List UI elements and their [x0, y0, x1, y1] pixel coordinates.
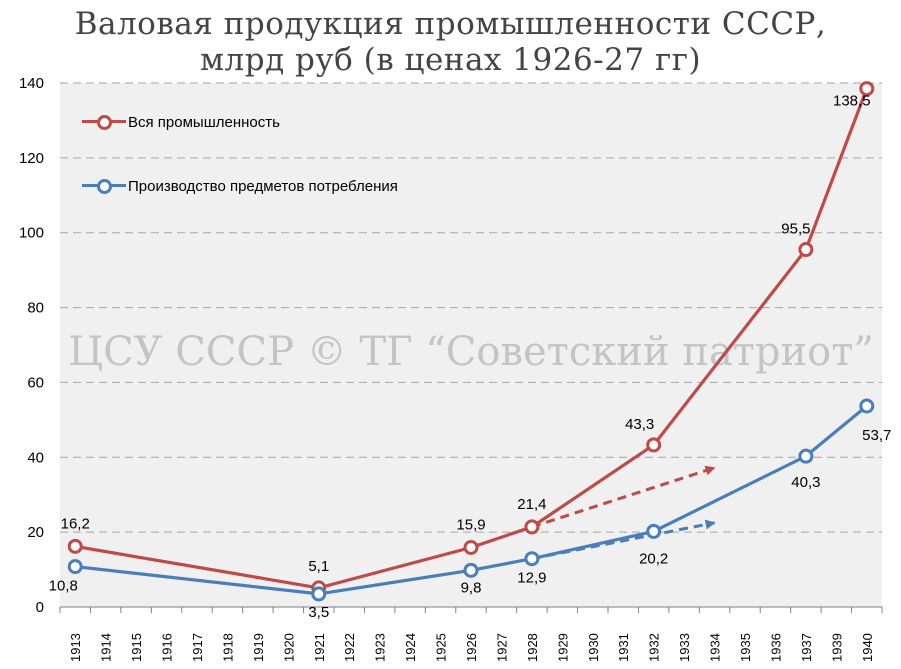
x-tick-label: 1935	[738, 633, 753, 662]
x-tick-label: 1940	[860, 633, 875, 662]
data-label: 10,8	[49, 578, 78, 595]
chart-title-line-1: Валовая продукция промышленности СССР,	[74, 6, 827, 42]
data-labels: 16,2 5,1 15,9 21,4 43,3 95,5 138,5 10,8 3,5 9,8 12…	[49, 93, 892, 621]
data-label: 16,2	[61, 515, 90, 532]
data-label: 40,3	[791, 474, 820, 491]
x-tick-label: 1921	[312, 633, 327, 662]
legend-item-all-industry: Вся промышленность	[82, 112, 280, 132]
data-label: 95,5	[781, 221, 810, 238]
plot-area	[60, 83, 882, 607]
y-tick-label: 120	[19, 150, 44, 167]
data-point[interactable]	[859, 81, 875, 97]
data-point[interactable]	[646, 523, 662, 539]
x-tick-label: 1931	[616, 633, 631, 662]
data-point[interactable]	[859, 398, 875, 414]
series-layer	[67, 81, 875, 602]
x-tick-label: 1923	[373, 633, 388, 662]
trend-arrow	[531, 465, 716, 529]
x-tick-label: 1927	[494, 633, 509, 662]
x-tick-label: 1934	[708, 633, 723, 662]
x-tick-label: 1918	[220, 633, 235, 662]
data-point[interactable]	[798, 242, 814, 258]
data-label: 3,5	[308, 604, 329, 621]
gridlines	[60, 82, 882, 533]
x-tick-label: 1937	[799, 633, 814, 662]
data-point[interactable]	[463, 562, 479, 578]
data-label: 53,7	[862, 427, 891, 444]
x-tick-label: 1915	[129, 633, 144, 662]
data-label: 20,2	[639, 550, 668, 567]
x-tick-label: 1925	[434, 633, 449, 662]
legend-label: Вся промышленность	[128, 113, 280, 131]
data-point[interactable]	[646, 437, 662, 453]
data-label: 43,3	[625, 416, 654, 433]
x-tick-label: 1930	[586, 633, 601, 662]
x-tick-label: 1920	[281, 633, 296, 662]
y-tick-label: 20	[27, 524, 44, 541]
x-tick-label: 1916	[160, 633, 175, 662]
legend-item-consumer-goods: Производство предметов потребления	[82, 176, 398, 196]
legend-label: Производство предметов потребления	[128, 177, 398, 195]
y-tick-label: 140	[19, 75, 44, 92]
legend-marker-icon	[82, 112, 126, 132]
data-label: 9,8	[461, 579, 482, 596]
x-tick-label: 1919	[251, 633, 266, 662]
data-label: 5,1	[308, 558, 329, 575]
data-point[interactable]	[311, 586, 327, 602]
data-point[interactable]	[524, 551, 540, 567]
data-point[interactable]	[67, 559, 83, 575]
data-label: 138,5	[833, 93, 871, 110]
x-tick-label: 1939	[829, 633, 844, 662]
x-tick-label: 1936	[768, 633, 783, 662]
x-tick-label: 1914	[99, 633, 114, 662]
x-tick-label: 1913	[68, 633, 83, 662]
x-tick-label: 1917	[190, 633, 205, 662]
y-tick-label: 0	[36, 599, 44, 616]
y-tick-label: 60	[27, 374, 44, 391]
y-tick-label: 100	[19, 225, 44, 242]
x-tick-label: 1922	[342, 633, 357, 662]
x-tick-label: 1933	[677, 633, 692, 662]
x-tick-label: 1928	[525, 633, 540, 662]
y-tick-label: 40	[27, 449, 44, 466]
x-tick-label: 1924	[403, 633, 418, 662]
data-label: 15,9	[456, 516, 485, 533]
x-tick-label: 1932	[647, 633, 662, 662]
data-point[interactable]	[798, 448, 814, 464]
x-tick-label: 1926	[464, 633, 479, 662]
data-point[interactable]	[524, 519, 540, 535]
data-point[interactable]	[463, 539, 479, 555]
watermark: ЦСУ СССР © ТГ “Советский патриот”	[68, 329, 874, 375]
data-label: 12,9	[517, 570, 546, 587]
y-tick-label: 80	[27, 300, 44, 317]
data-label: 21,4	[517, 496, 546, 513]
chart-title-line-2: млрд руб (в ценах 1926-27 гг)	[199, 42, 702, 78]
legend-marker-icon	[82, 176, 126, 196]
data-point[interactable]	[67, 538, 83, 554]
x-tick-label: 1929	[555, 633, 570, 662]
axes: 0 20 40 60 80 100 120 140 1913 1914 1915 1916 1917 19…	[19, 75, 883, 662]
